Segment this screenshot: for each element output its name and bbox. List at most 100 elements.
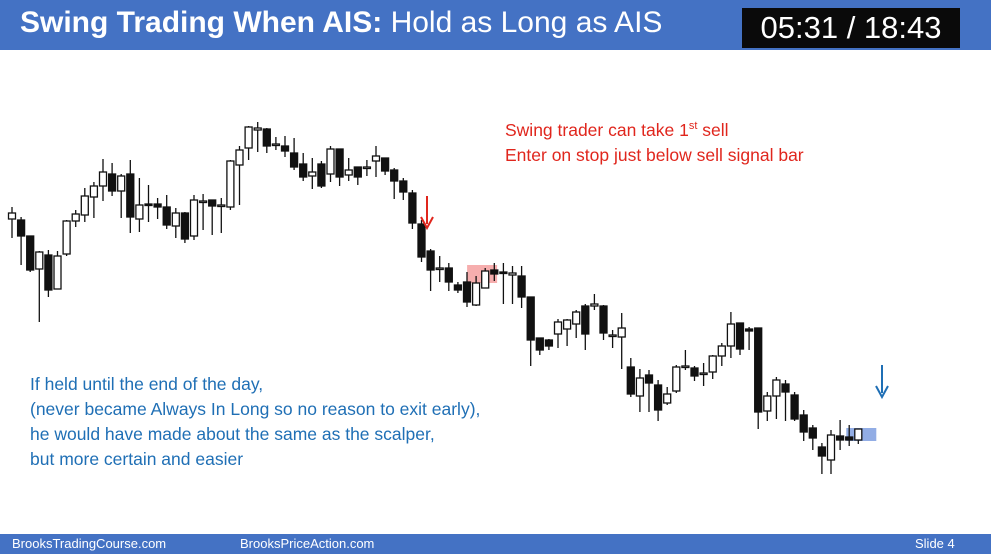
bear-candle-body	[317, 163, 326, 187]
bear-candle-body	[790, 394, 799, 420]
bear-candle-body	[390, 169, 399, 182]
candle-68	[626, 358, 635, 397]
footer-site-course: BrooksTradingCourse.com	[12, 536, 167, 551]
candle-12	[117, 174, 126, 218]
footer-site-price-action: BrooksPriceAction.com	[240, 536, 375, 551]
bear-candle-body	[126, 173, 135, 218]
candle-57	[526, 296, 535, 366]
red-down-arrow-icon	[420, 196, 434, 231]
blue-line-1: If held until the end of the day,	[30, 374, 264, 394]
bull-candle-body	[590, 303, 599, 307]
candle-72	[663, 387, 672, 405]
bull-candle-body	[763, 395, 772, 412]
candle-38	[353, 166, 362, 185]
blue-line-3: he would have made about the same as the…	[30, 424, 435, 444]
bear-candle-body	[499, 271, 508, 275]
candle-48	[444, 263, 453, 291]
bull-candle-body	[663, 393, 672, 404]
candle-2	[26, 235, 35, 272]
bear-candle-body	[744, 328, 754, 332]
bull-candle-body	[117, 175, 126, 192]
held-until-end-note: If held until the end of the day, (never…	[30, 372, 480, 472]
bear-candle-body	[835, 435, 845, 441]
bull-candle-body	[189, 199, 199, 237]
candle-67	[617, 313, 626, 369]
bear-candle-body	[526, 296, 535, 341]
candle-79	[726, 312, 736, 358]
candle-13	[126, 160, 135, 233]
candle-50	[462, 272, 472, 307]
bull-candle-body	[344, 169, 353, 176]
red-line1-pre: Swing trader can take 1	[505, 119, 689, 140]
bear-candle-body	[462, 281, 472, 303]
candle-92	[845, 425, 854, 446]
bear-candle-body	[754, 327, 763, 413]
candle-29	[271, 137, 281, 150]
candle-17	[162, 195, 171, 229]
blue-line-4: but more certain and easier	[30, 449, 244, 469]
candles	[7, 122, 863, 474]
candle-36	[335, 148, 344, 186]
bear-candle-body	[153, 203, 162, 208]
candle-89	[817, 443, 827, 474]
candle-22	[208, 199, 217, 235]
candle-7	[71, 210, 80, 227]
candle-16	[153, 198, 162, 219]
bear-candle-body	[162, 206, 171, 226]
candle-91	[835, 420, 845, 450]
candle-90	[826, 430, 836, 474]
candle-43	[399, 178, 408, 200]
candle-25	[235, 146, 244, 205]
bull-candle-body	[435, 267, 444, 271]
bull-candle-body	[35, 251, 44, 270]
candle-33	[308, 158, 317, 189]
bear-candle-body	[817, 446, 827, 457]
bull-candle-body	[481, 270, 490, 289]
bear-candle-body	[399, 180, 408, 193]
candle-54	[499, 263, 508, 304]
candle-42	[390, 168, 399, 199]
candle-6	[62, 220, 71, 256]
bull-candle-body	[253, 127, 262, 131]
bull-candle-body	[699, 372, 708, 376]
bull-candle-body	[308, 171, 317, 177]
bear-candle-body	[535, 337, 544, 351]
candle-65	[599, 305, 608, 340]
bull-candle-body	[617, 327, 626, 338]
candle-41	[380, 157, 390, 175]
candle-46	[426, 249, 435, 291]
bear-candle-body	[599, 305, 608, 334]
slide-number: Slide 4	[915, 536, 955, 551]
candle-34	[317, 161, 326, 188]
candle-51	[471, 276, 481, 306]
candle-66	[608, 330, 617, 348]
candle-11	[107, 163, 117, 196]
candle-27	[253, 122, 262, 152]
bear-candle-body	[107, 173, 117, 192]
candle-4	[44, 250, 53, 297]
candle-26	[244, 126, 253, 160]
candle-30	[280, 136, 290, 157]
bear-candle-body	[380, 157, 390, 172]
bull-candle-body	[672, 366, 681, 392]
candle-86	[790, 392, 799, 421]
bull-candle-body	[562, 319, 572, 330]
title-rest: Hold as Long as AIS	[390, 6, 663, 39]
candle-53	[490, 263, 499, 281]
bear-candle-body	[417, 223, 426, 258]
bear-candle-body	[262, 128, 271, 147]
candle-0	[7, 207, 17, 238]
bear-candle-body	[735, 322, 745, 350]
bull-candle-body	[271, 143, 281, 147]
candle-19	[180, 212, 190, 243]
bull-candle-body	[826, 434, 836, 461]
candle-61	[562, 319, 572, 346]
bear-candle-body	[353, 166, 362, 178]
bull-candle-body	[608, 334, 617, 338]
bear-candle-body	[144, 203, 153, 207]
bull-candle-body	[572, 311, 581, 325]
bull-candle-body	[717, 345, 726, 357]
candle-40	[371, 146, 381, 177]
bull-candle-body	[708, 355, 717, 373]
candle-55	[508, 266, 517, 304]
